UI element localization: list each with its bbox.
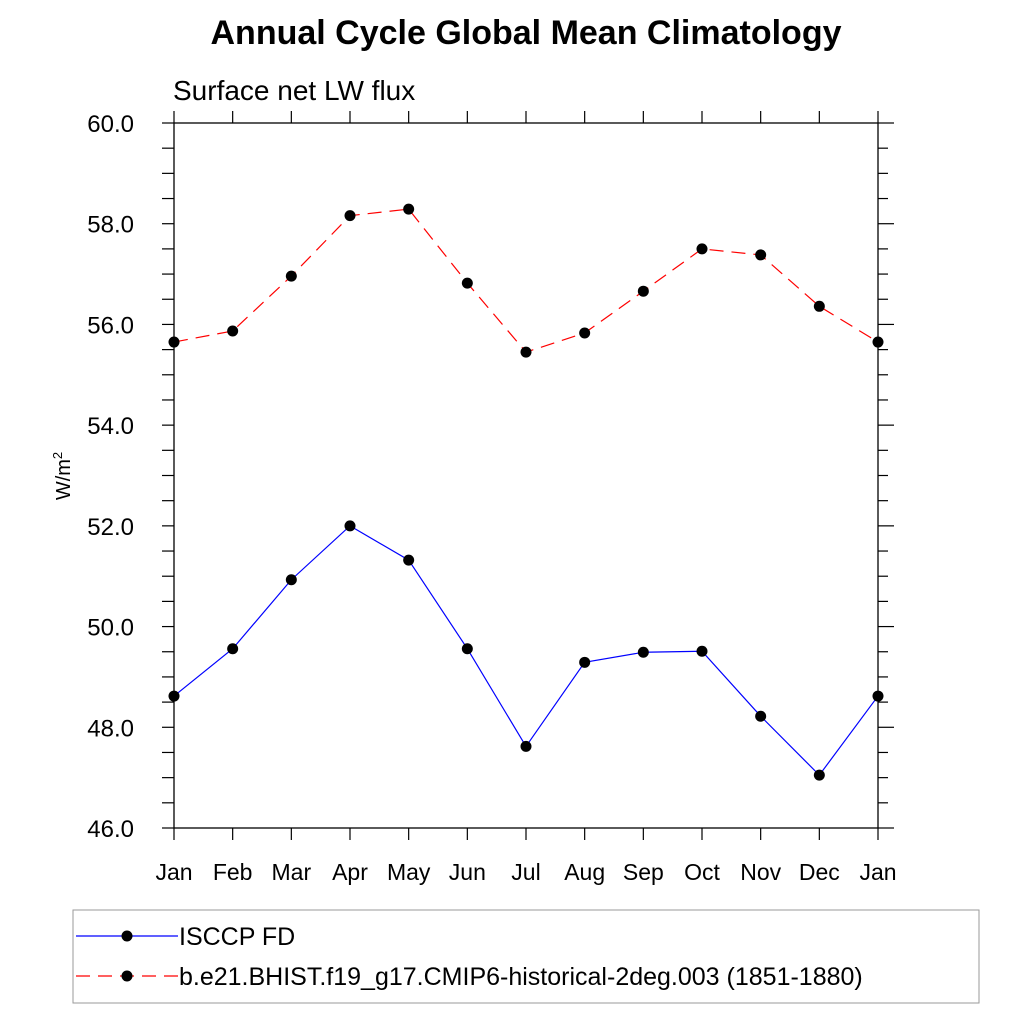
plot-frame [173, 122, 879, 829]
y-tick-label: 52.0 [87, 514, 134, 541]
data-point [520, 346, 532, 358]
data-point [872, 336, 884, 348]
legend-label: b.e21.BHIST.f19_g17.CMIP6-historical-2de… [179, 963, 863, 991]
data-point [696, 243, 708, 255]
x-tick-label: Apr [332, 859, 368, 885]
data-point [755, 710, 767, 722]
y-tick-label: 48.0 [87, 715, 134, 742]
data-point [461, 277, 473, 289]
data-point [168, 336, 180, 348]
data-point [696, 645, 708, 657]
data-point [755, 249, 767, 261]
data-point [285, 270, 297, 282]
y-axis-label-unit: W/m [53, 459, 75, 500]
data-point [637, 646, 649, 658]
data-point [813, 769, 825, 781]
data-point [520, 740, 532, 752]
data-point [872, 690, 884, 702]
data-point [227, 643, 239, 655]
chart-subtitle: Surface net LW flux [173, 75, 415, 106]
y-tick-label: 56.0 [87, 312, 134, 339]
chart-title: Annual Cycle Global Mean Climatology [210, 14, 842, 52]
data-point [637, 285, 649, 297]
data-point [579, 656, 591, 668]
y-tick-label: 50.0 [87, 615, 134, 642]
y-axis-label: W/m2 [50, 452, 75, 500]
data-point [813, 300, 825, 312]
y-tick-label: 54.0 [87, 413, 134, 440]
data-point [227, 325, 239, 337]
x-tick-label: Jan [859, 859, 896, 885]
data-point [579, 327, 591, 339]
y-axis-label-superscript: 2 [50, 452, 65, 459]
y-tick-label: 60.0 [87, 111, 134, 138]
y-tick-label: 46.0 [87, 816, 134, 843]
legend-box [72, 909, 980, 1004]
data-point [168, 690, 180, 702]
legend-label: ISCCP FD [179, 923, 295, 951]
x-tick-label: Jul [511, 859, 540, 885]
x-tick-label: Sep [623, 859, 664, 885]
series-line [173, 525, 879, 777]
x-tick-label: Nov [740, 859, 781, 885]
data-point [403, 554, 415, 566]
x-tick-label: Feb [213, 859, 253, 885]
x-tick-label: Jan [155, 859, 192, 885]
data-point [344, 210, 356, 222]
legend-marker [121, 970, 133, 982]
data-point [344, 520, 356, 532]
series-line [173, 208, 879, 353]
data-point [403, 203, 415, 215]
data-point [461, 643, 473, 655]
data-point [285, 574, 297, 586]
x-tick-label: Oct [684, 859, 720, 885]
x-tick-label: Aug [564, 859, 605, 885]
x-tick-label: Dec [799, 859, 840, 885]
x-tick-label: Jun [449, 859, 486, 885]
x-tick-label: Mar [272, 859, 312, 885]
x-tick-label: May [387, 859, 431, 885]
legend-marker [121, 930, 133, 942]
y-tick-label: 58.0 [87, 212, 134, 239]
